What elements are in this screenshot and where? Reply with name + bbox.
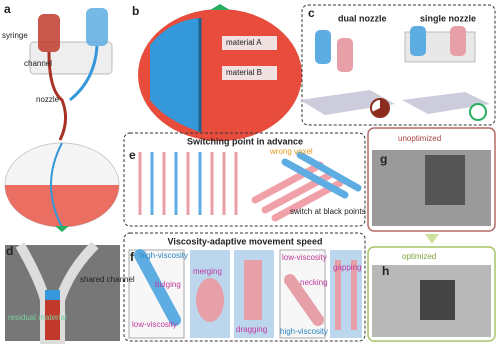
annotation: optimized bbox=[402, 252, 436, 261]
panel-label: b bbox=[132, 4, 139, 18]
annotation: high-viscosity bbox=[280, 327, 328, 336]
annotation: channel bbox=[24, 59, 52, 68]
annotation: dragging bbox=[236, 325, 267, 334]
annotation: wrong voxel bbox=[269, 147, 313, 156]
panel-label: c bbox=[308, 6, 315, 20]
annotation: merging bbox=[193, 267, 222, 276]
annotation: low-viscosity bbox=[132, 320, 177, 329]
panel-title: Switching point in advance bbox=[187, 136, 303, 146]
panel-b-art bbox=[138, 4, 302, 141]
annotation: material B bbox=[226, 68, 262, 77]
panel-label: h bbox=[382, 264, 389, 278]
annotation: single nozzle bbox=[420, 13, 476, 23]
annotation: material A bbox=[226, 38, 262, 47]
annotation: unoptimized bbox=[398, 134, 441, 143]
panel-label: f bbox=[130, 250, 135, 264]
panel-e-art bbox=[138, 151, 362, 222]
annotation: shared channel bbox=[80, 275, 135, 284]
panel-title: Viscosity-adaptive movement speed bbox=[168, 236, 323, 246]
annotation: residual material bbox=[8, 313, 67, 322]
annotation: low-viscosity bbox=[282, 253, 327, 262]
panel-f-art bbox=[128, 249, 362, 339]
texts: a syringe channel nozzle b material A ma… bbox=[2, 2, 476, 336]
annotation: bulging bbox=[155, 280, 181, 289]
annotation: switch at black points bbox=[290, 207, 366, 216]
panel-label: a bbox=[4, 2, 11, 16]
panel-c-art bbox=[300, 26, 490, 121]
annotation: high-viscosity bbox=[140, 251, 188, 260]
annotation: nozzle bbox=[36, 95, 60, 104]
panel-label: e bbox=[129, 148, 136, 162]
annotation: dual nozzle bbox=[338, 13, 387, 23]
annotation: syringe bbox=[2, 31, 28, 40]
annotation: gapping bbox=[333, 263, 361, 272]
panel-a-art bbox=[4, 8, 120, 232]
panel-d-art bbox=[5, 241, 120, 344]
panel-label: d bbox=[6, 244, 13, 258]
panel-label: g bbox=[380, 152, 387, 166]
annotation: necking bbox=[300, 278, 328, 287]
